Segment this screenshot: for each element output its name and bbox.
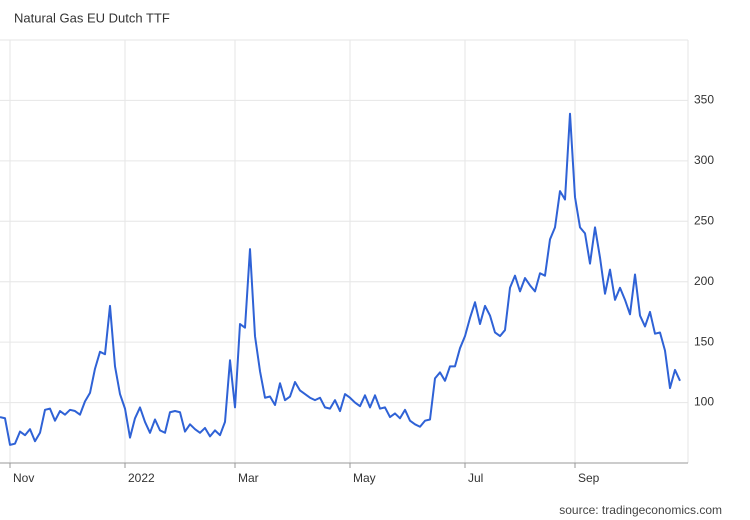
x-tick-label: Jul xyxy=(468,471,483,485)
x-tick-label: 2022 xyxy=(128,471,155,485)
y-tick-label: 250 xyxy=(694,213,714,227)
y-tick-label: 200 xyxy=(694,274,714,288)
source-note: source: tradingeconomics.com xyxy=(559,503,722,517)
y-tick-label: 150 xyxy=(694,334,714,348)
y-tick-label: 100 xyxy=(694,395,714,409)
x-tick-label: Sep xyxy=(578,471,600,485)
x-tick-label: May xyxy=(353,471,376,485)
x-tick-label: Nov xyxy=(13,471,34,485)
y-tick-label: 350 xyxy=(694,93,714,107)
price-line xyxy=(0,112,681,446)
chart-title: Natural Gas EU Dutch TTF xyxy=(14,10,170,25)
y-tick-label: 300 xyxy=(694,153,714,167)
x-tick-label: Mar xyxy=(238,471,259,485)
